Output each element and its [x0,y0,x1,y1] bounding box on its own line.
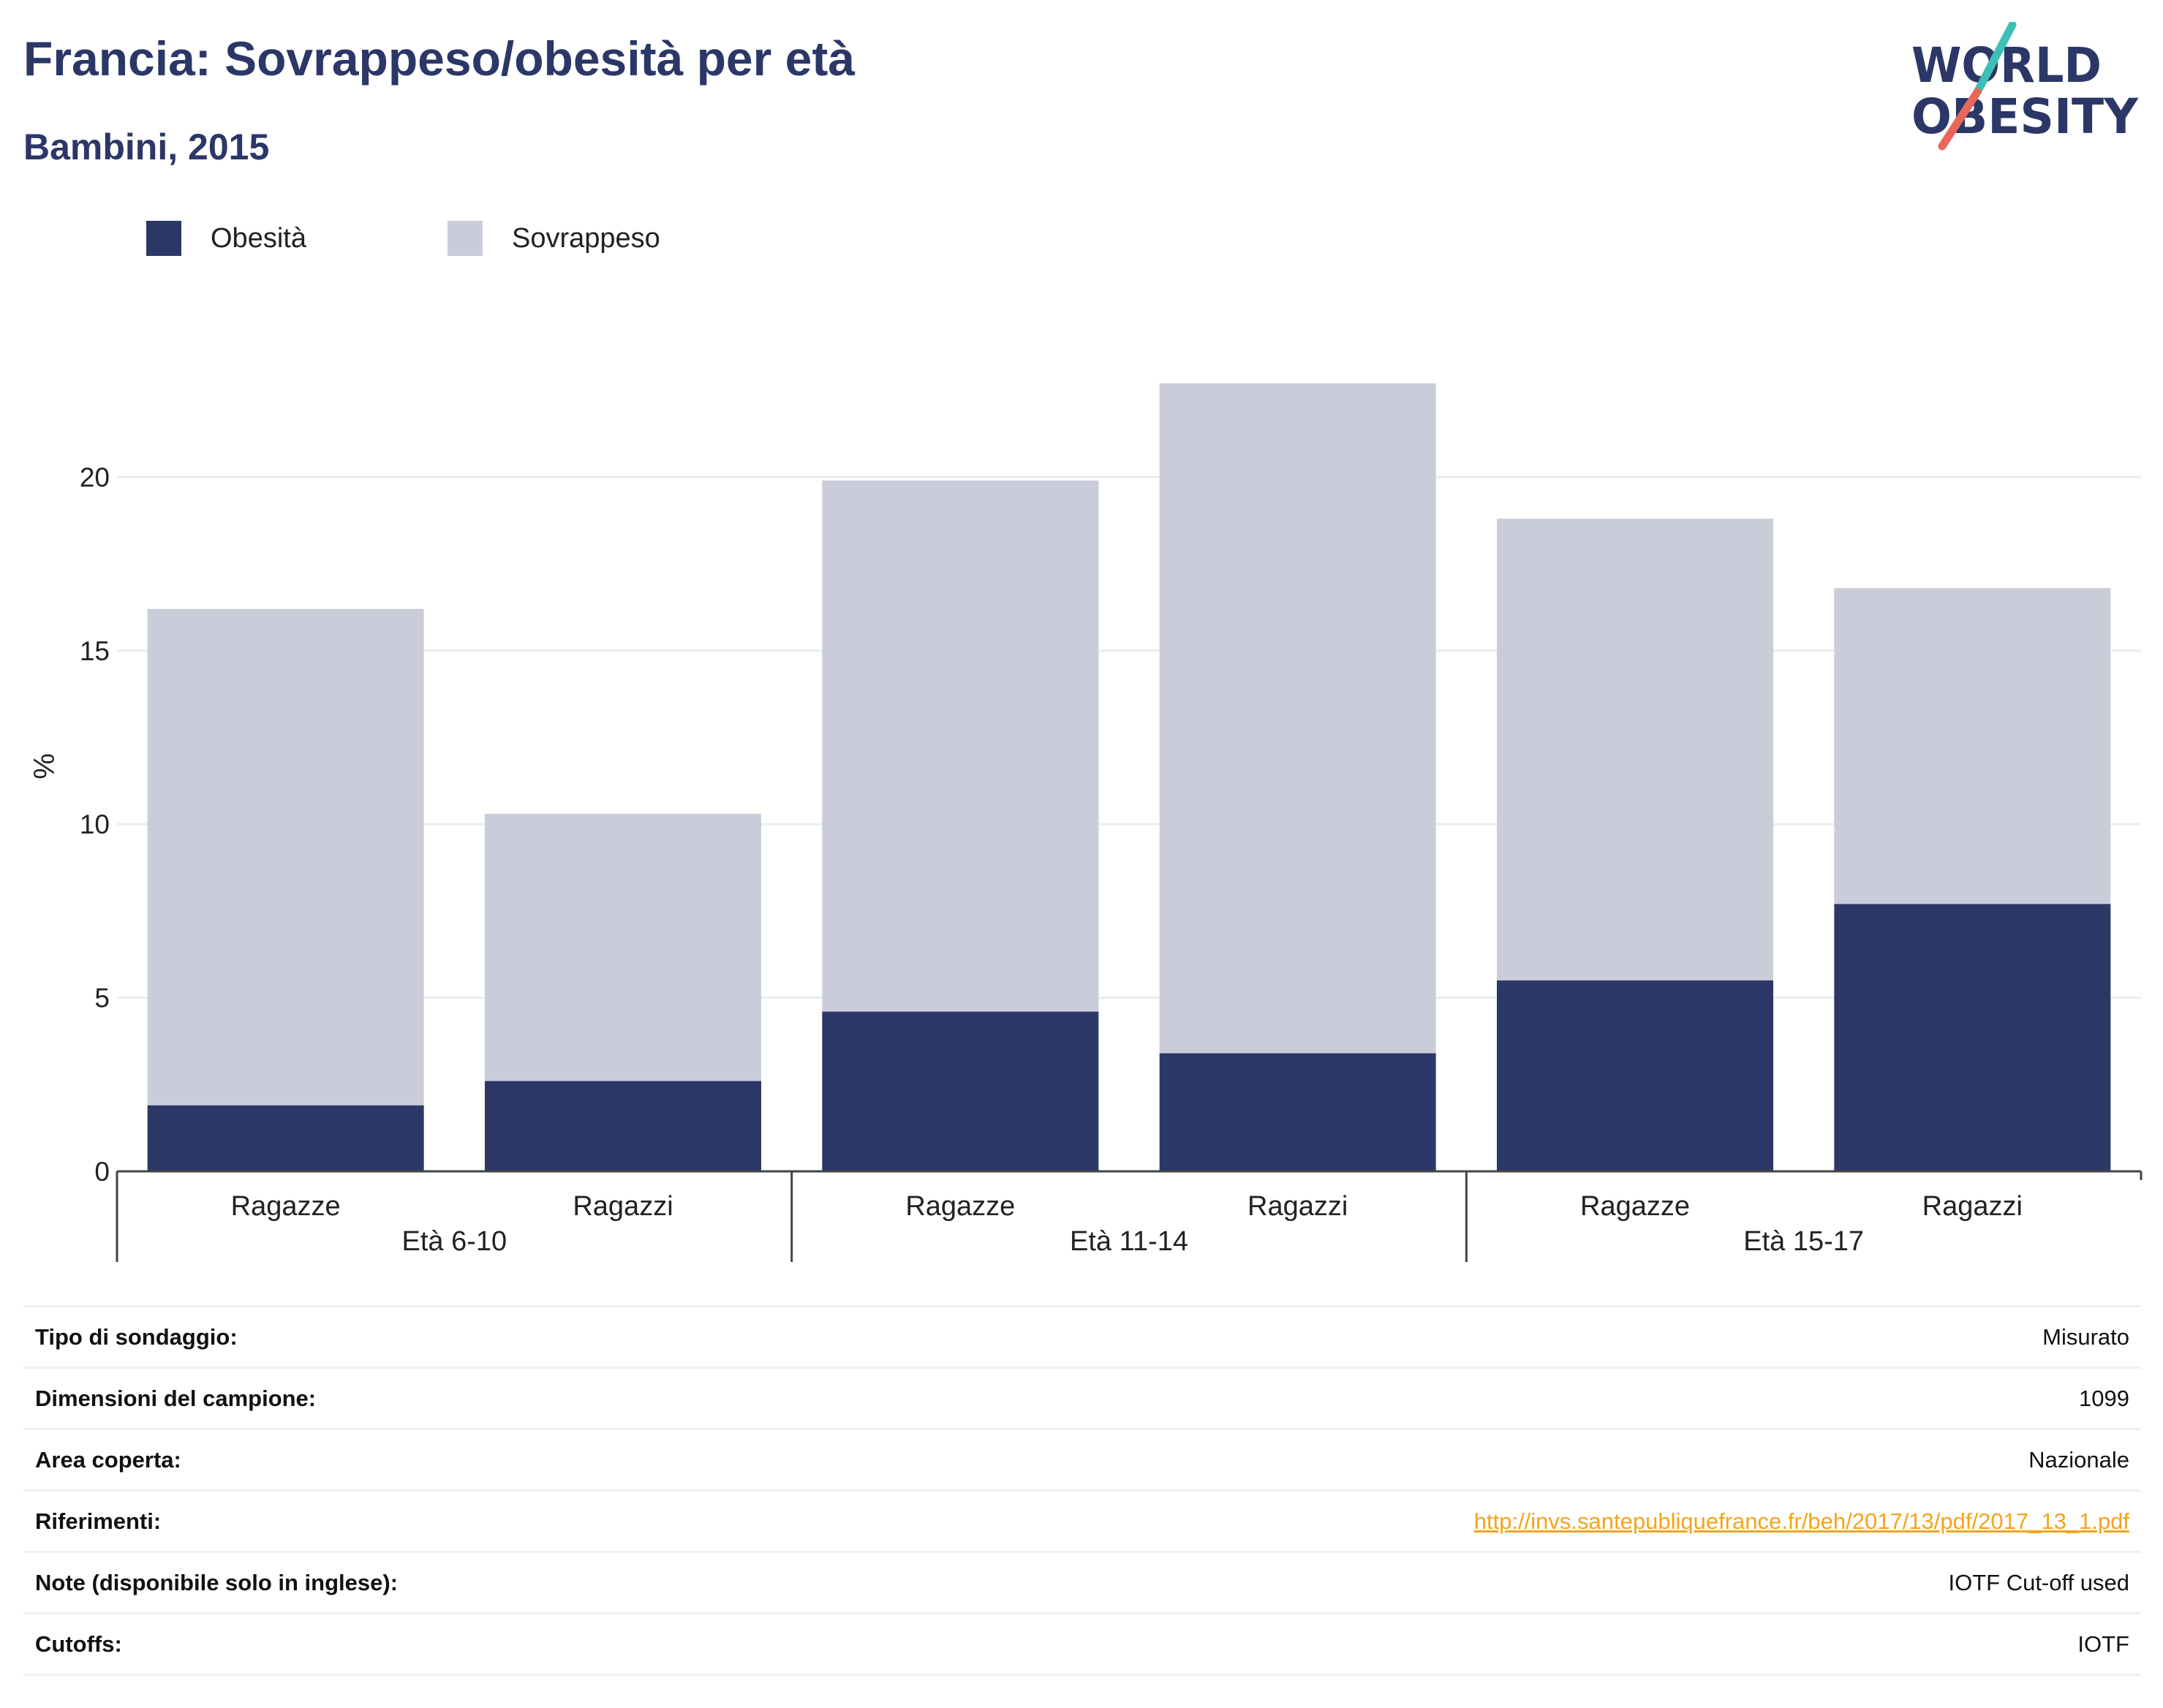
info-row: Area coperta: Nazionale [23,1428,2141,1491]
bar-overweight [147,608,424,1106]
logo-slash-top-icon [1973,22,2017,97]
reference-link[interactable]: http://invs.santepubliquefrance.fr/beh/2… [1473,1508,2129,1534]
x-tick-label: Ragazzi [573,1191,673,1222]
bar-obesity [147,1105,424,1171]
survey-info-table: Tipo di sondaggio: Misurato Dimensioni del… [23,1305,2141,1676]
info-key: Tipo di sondaggio: [23,1305,792,1368]
y-axis-title: % [29,753,61,779]
info-key: Cutoffs: [23,1612,792,1676]
info-row: Tipo di sondaggio: Misurato [23,1305,2141,1368]
bar-overweight [1834,588,2111,904]
info-key: Dimensioni del campione: [23,1367,792,1429]
legend-swatch-overweight [448,221,483,256]
y-tick-label: 10 [80,809,110,839]
logo-line-1: WORLD [1911,37,2102,94]
group-label: Età 15-17 [1743,1226,1864,1257]
legend-item-overweight[interactable]: Sovrappeso [448,216,660,260]
legend-label-obesity: Obesità [211,222,306,254]
y-tick-label: 5 [94,983,110,1013]
chart-title: Francia: Sovrappeso/obesità per età [23,31,856,86]
info-row: Note (disponibile solo in inglese): IOTF … [23,1551,2141,1614]
x-tick-label: Ragazze [231,1191,341,1222]
bar-obesity [1834,904,2111,1171]
y-tick-label: 15 [80,636,110,666]
bar-overweight [1497,518,1773,980]
y-tick-label: 20 [80,462,110,492]
x-tick-label: Ragazzi [1922,1191,2023,1222]
legend-item-obesity[interactable]: Obesità [146,216,306,260]
info-key: Note (disponibile solo in inglese): [23,1551,792,1614]
info-value: http://invs.santepubliquefrance.fr/beh/2… [791,1489,2141,1552]
bar-obesity [485,1081,761,1171]
bar-obesity [1159,1053,1436,1171]
x-tick-label: Ragazze [1580,1191,1690,1222]
info-value: 1099 [791,1367,2141,1429]
info-key: Riferimenti: [23,1489,792,1552]
logo-slash-bottom-icon [1938,88,1982,151]
group-label: Età 6-10 [402,1226,507,1257]
info-row: Cutoffs: IOTF [23,1612,2141,1676]
info-key: Area coperta: [23,1428,792,1491]
x-tick-label: Ragazzi [1247,1191,1348,1222]
stacked-bar-chart: 0 5 10 15 20% Ragazze Ragazzi Età 6-10 Ragazze Ra… [29,383,2143,1262]
legend-swatch-obesity [146,221,181,256]
info-value: IOTF [791,1612,2141,1676]
legend-label-overweight: Sovrappeso [512,222,660,254]
x-tick-label: Ragazze [905,1191,1015,1222]
bar-obesity [822,1011,1099,1171]
bar-overweight [822,480,1099,1012]
bar-overweight [485,813,761,1081]
info-value: IOTF Cut-off used [791,1551,2141,1614]
bar-overweight [1159,383,1436,1054]
info-row: Riferimenti: http://invs.santepubliquefra… [23,1489,2141,1552]
info-row: Dimensioni del campione: 1099 [23,1367,2141,1429]
info-value: Misurato [791,1305,2141,1368]
chart-subtitle: Bambini, 2015 [23,126,270,167]
group-label: Età 11-14 [1070,1226,1188,1257]
bar-obesity [1497,980,1773,1171]
y-tick-label: 0 [94,1157,110,1187]
info-value: Nazionale [791,1428,2141,1491]
world-obesity-logo[interactable]: WORLD OBESITY [1901,22,2150,168]
